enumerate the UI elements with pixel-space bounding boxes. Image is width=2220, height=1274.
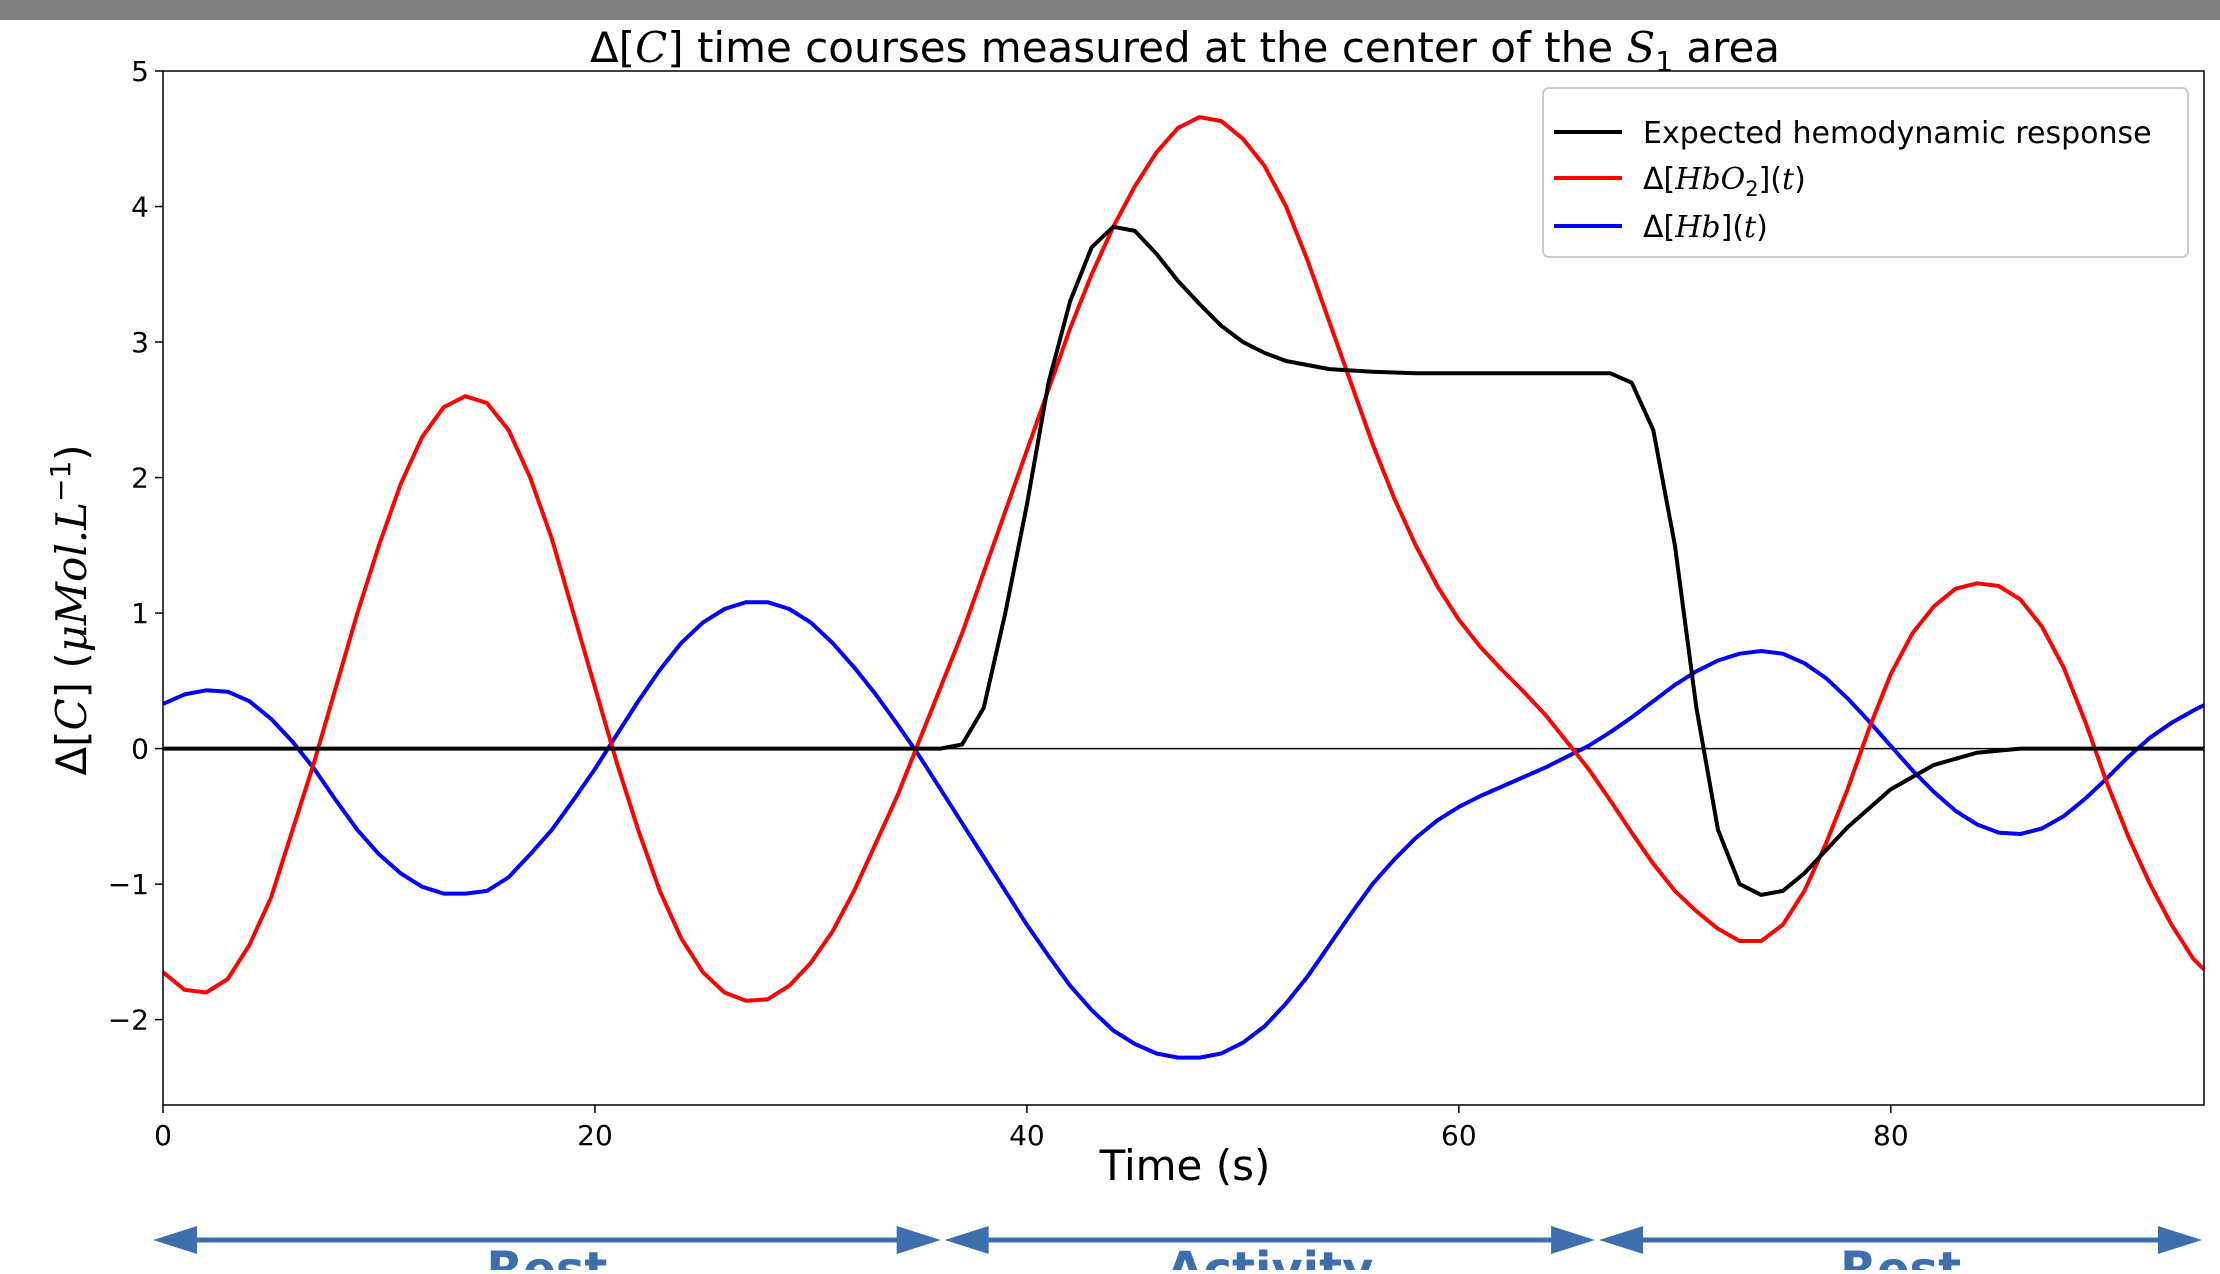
figure: Δ[C] time courses measured at the center…	[0, 20, 2220, 1274]
series-hbo2	[161, 115, 2206, 1003]
phase-arrow-rest-0: Rest	[153, 1226, 941, 1274]
y-tick-label: 2	[131, 462, 149, 495]
x-tick-label: 60	[1441, 1119, 1477, 1152]
series-expected-response	[163, 224, 2204, 897]
legend-box	[1542, 87, 2189, 258]
chart-title: Δ[C] time courses measured at the center…	[590, 23, 1780, 78]
phase-label: Activity	[1166, 1242, 1373, 1270]
y-tick-label: 1	[131, 597, 149, 630]
y-tick-label: 0	[131, 733, 149, 766]
y-tick-label: 3	[131, 326, 149, 359]
plot-frame	[162, 70, 2205, 1106]
x-ticks: 0 20 40 60 80	[154, 1105, 1909, 1152]
y-axis-label: Δ[C] (μMol.L−1)	[44, 444, 96, 775]
x-tick-label: 40	[1009, 1119, 1045, 1152]
phase-arrows: Rest Activity Rest	[153, 1226, 2202, 1274]
chart: Δ[C] time courses measured at the center…	[44, 23, 2206, 1274]
phase-label: Rest	[486, 1242, 607, 1270]
series-hb	[162, 600, 2205, 1060]
y-tick-label: −1	[108, 868, 149, 901]
legend-entry-hbo2: Δ[HbO2](t)	[1643, 162, 1806, 201]
y-tick-label: 4	[131, 191, 149, 224]
y-ticks: −2 −1 0 1 2 3 4 5	[108, 55, 163, 1037]
top-bar	[0, 0, 2220, 20]
x-axis-label: Time (s)	[1099, 1141, 1271, 1190]
phase-arrow-rest-2: Rest	[1599, 1226, 2202, 1274]
y-tick-label: −2	[108, 1004, 149, 1037]
x-tick-label: 20	[577, 1119, 613, 1152]
series-lines	[161, 115, 2206, 1060]
phase-arrow-activity-1: Activity	[944, 1226, 1596, 1274]
phase-label: Rest	[1840, 1242, 1961, 1270]
x-tick-label: 0	[154, 1119, 172, 1152]
legend: Expected hemodynamic response Δ[HbO2](t)…	[1542, 87, 2189, 258]
y-tick-label: 5	[131, 55, 149, 88]
legend-entry-hb: Δ[Hb](t)	[1643, 210, 1768, 245]
legend-entry-expected: Expected hemodynamic response	[1643, 116, 2152, 151]
x-tick-label: 80	[1873, 1119, 1909, 1152]
